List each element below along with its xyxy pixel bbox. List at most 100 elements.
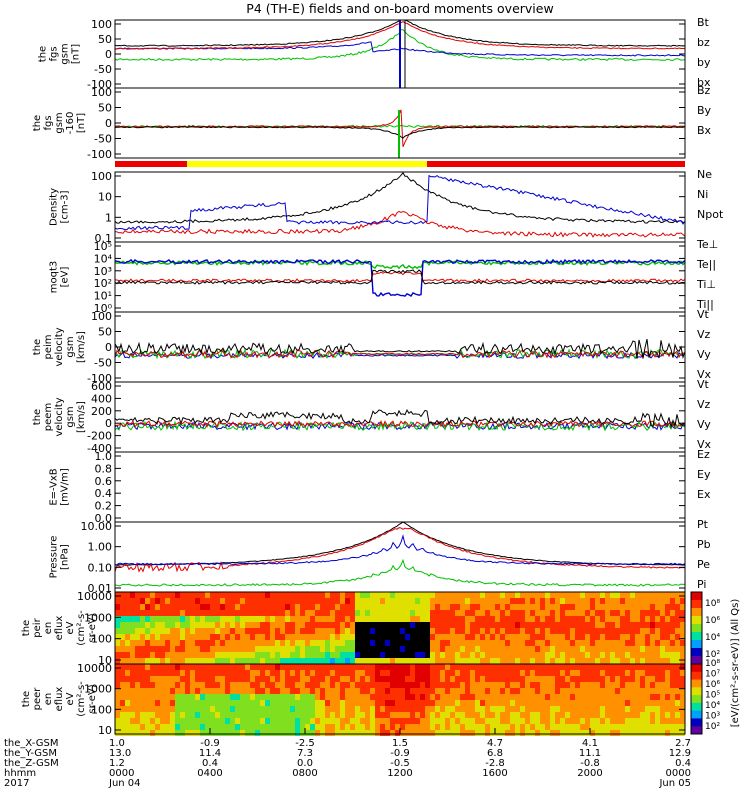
x-row-value: 2000 (577, 768, 602, 779)
panel-pressure: 10.00 1.00 0.10 0.01 Pressure [nPa] Pt Pb Pe Pi (49, 518, 711, 595)
y-tick-label: 400 (91, 392, 112, 405)
trace-ti-perp (114, 258, 686, 297)
y-axis-label: fgs (49, 46, 60, 61)
y-tick-label: 0.1 (95, 232, 113, 245)
legend-Pi: Pi (697, 578, 706, 591)
y-tick-label: 200 (91, 405, 112, 418)
colorbar-tick: 10² (705, 722, 720, 732)
colorbar-tick: 10⁵ (705, 691, 720, 701)
y-tick-label: 10⁵ (94, 240, 112, 253)
y-axis-label: -160 (65, 112, 76, 135)
legend-Vy: Vy (697, 418, 711, 431)
y-axis-label: fgs (43, 115, 54, 130)
y-tick-label: 1.00 (88, 541, 113, 554)
legend-Bx: Bx (697, 124, 712, 137)
panel-density: 100 10 1 0.1 Density [cm-3] Ne Ni Npot (49, 168, 724, 245)
panel-frame (114, 521, 686, 593)
panel-frame (114, 451, 686, 523)
legend-Vx: Vx (697, 368, 712, 381)
colorbar-segment (691, 726, 702, 735)
colorbar-segment (691, 656, 702, 665)
y-axis-label: peem (43, 403, 54, 431)
y-tick-label: 10.00 (81, 520, 113, 533)
y-axis-label: gsm (60, 43, 71, 64)
mode-bar-fast (187, 161, 427, 167)
peir-spectrogram (115, 592, 685, 664)
y-tick-label: 10⁰ (94, 302, 113, 315)
x-row-label: hhmm (4, 768, 36, 779)
colorbar-segment (691, 624, 702, 633)
y-tick-label: 0 (105, 48, 112, 61)
y-axis-label: [km/s] (76, 331, 87, 363)
y-tick-label: -100 (87, 372, 112, 385)
y-tick-label: 0.4 (95, 487, 113, 500)
legend-Bt: Bt (697, 16, 710, 29)
legend-Bz: Bz (697, 84, 711, 97)
x-row-value: 0800 (292, 768, 317, 779)
x-row-value: 6.8 (487, 748, 503, 759)
legend-Pt: Pt (697, 518, 709, 531)
y-tick-label: -400 (87, 442, 112, 455)
y-tick-label: 0 (105, 417, 112, 430)
y-axis-label: peir (32, 617, 43, 637)
y-tick-label: 0.6 (95, 475, 113, 488)
y-tick-label: 100 (91, 633, 112, 646)
y-axis-label: gsm (54, 112, 65, 133)
y-tick-label: 10000 (77, 590, 112, 603)
y-axis-label: the (32, 339, 43, 355)
legend-Ex: Ex (697, 488, 711, 501)
y-axis-label: sr-eV) (87, 684, 98, 713)
y-axis-label: the (21, 620, 32, 636)
y-tick-label: 50 (98, 326, 112, 339)
y-tick-label: 50 (98, 102, 112, 115)
legend-Npot: Npot (697, 208, 724, 221)
colorbar-tick: 10⁸ (705, 599, 720, 609)
trace-peim-vz (114, 349, 686, 359)
peer-spectrogram (115, 664, 685, 736)
x-row-value: -2.5 (295, 738, 315, 749)
y-axis-label: [mV/m] (60, 468, 71, 506)
y-axis-label: [nT] (71, 44, 82, 64)
y-tick-label: 10000 (77, 662, 112, 675)
x-row-value: 4.7 (487, 738, 503, 749)
x-row-value: 2.7 (675, 738, 691, 749)
x-row-label: the_X-GSM (4, 738, 58, 749)
y-tick-label: 1000 (84, 611, 112, 624)
y-axis-label: the (38, 46, 49, 62)
legend-Pe: Pe (697, 558, 710, 571)
trace-te-par (114, 269, 686, 285)
y-axis-label: Density (49, 188, 60, 226)
y-axis-label: en (43, 693, 54, 706)
x-row-value: 1.5 (392, 738, 408, 749)
y-axis-label: the (32, 409, 43, 425)
legend-Vx: Vx (697, 438, 712, 451)
legend-Ey: Ey (697, 468, 711, 481)
legend-Pb: Pb (697, 538, 711, 551)
legend-Vt: Vt (697, 378, 710, 391)
x-row-value: 0000 (666, 768, 691, 779)
y-tick-label: 1.0 (95, 450, 113, 463)
y-tick-label: 10³ (94, 265, 112, 278)
y-axis-label: gsm (65, 336, 76, 357)
y-tick-label: 0 (105, 117, 112, 130)
colorbar-tick: 10⁶ (705, 616, 720, 626)
panel-fgs_hi: 100 50 0 -50 -100 the fgs gsm -160 [nT] Bz By Bx (32, 84, 712, 161)
trace-te-perp (114, 271, 686, 283)
y-tick-label: 0.10 (88, 561, 113, 574)
x-row-value: 1.0 (109, 738, 125, 749)
legend-bx: bx (697, 76, 711, 89)
legend-by: by (697, 56, 711, 69)
y-tick-label: -200 (87, 430, 112, 443)
y-tick-label: 0.8 (95, 462, 113, 475)
legend-By: By (697, 104, 712, 117)
panel-fgs: 100 50 0 -50 -100 the fgs gsm [nT] Bt bz by bx (38, 16, 711, 91)
panel-frame (114, 381, 686, 453)
x-row-label: the_Y-GSM (4, 748, 57, 759)
colorbar-tick: 10² (705, 650, 720, 660)
y-tick-label: 10⁴ (94, 252, 113, 265)
x-row-value: -0.8 (580, 758, 600, 769)
y-axis-label: [km/s] (76, 401, 87, 433)
panel-peer: 10000 1000 100 10 the peer en eflux eV (cm²-s-sr-… (21, 662, 686, 737)
